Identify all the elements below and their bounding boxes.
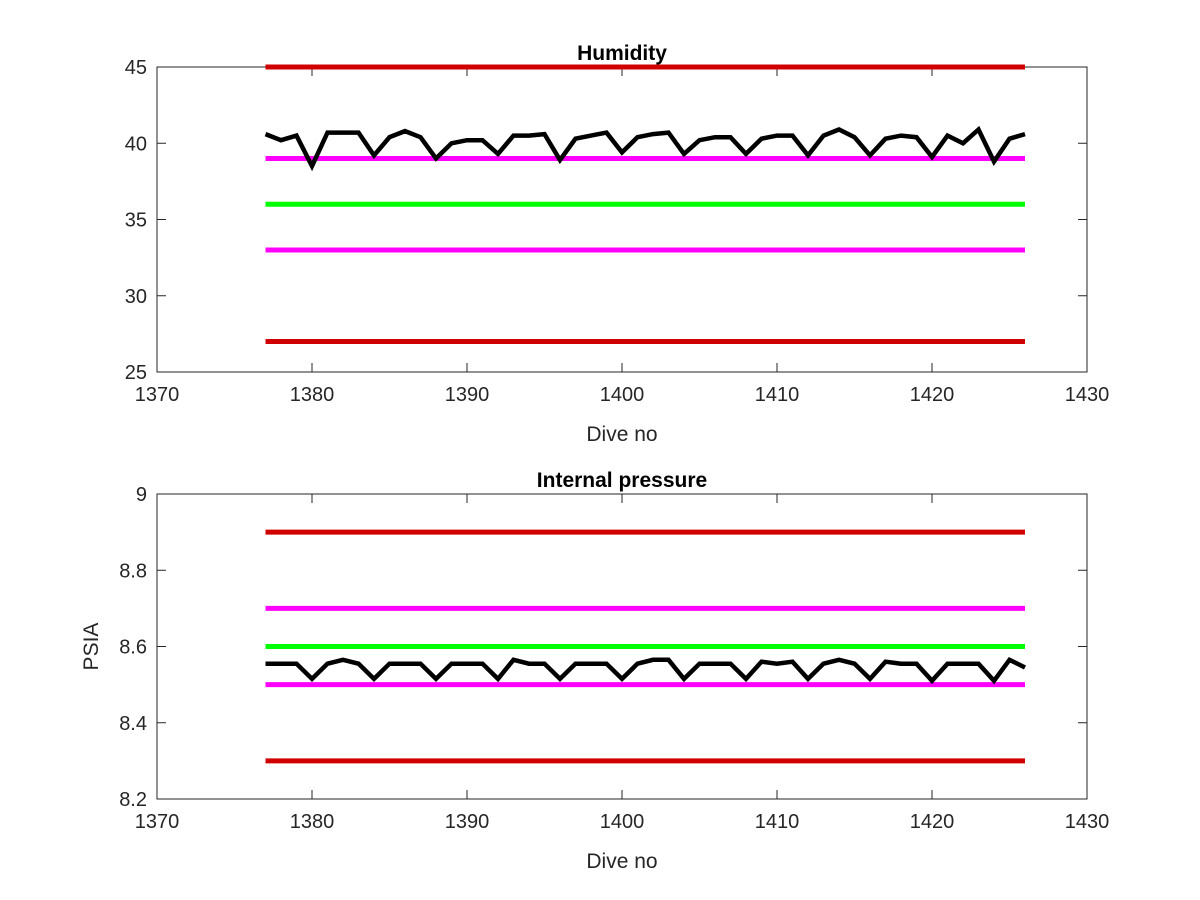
y-tick-label: 45 [125, 57, 147, 79]
x-tick-label: 1370 [135, 811, 180, 833]
y-tick-label: 40 [125, 133, 147, 155]
y-tick-label: 8.4 [119, 713, 147, 735]
x-tick-label: 1420 [910, 384, 955, 406]
y-tick-label: 30 [125, 286, 147, 308]
x-tick-label: 1390 [445, 811, 490, 833]
y-tick-label: 9 [136, 484, 147, 506]
humidity-axes: 1370 1380 1390 1400 1410 1420 1430 25 30 35 40 45 Hu… [125, 42, 1110, 446]
x-tick-label: 1430 [1065, 384, 1110, 406]
x-axis-label: Dive no [586, 423, 657, 446]
x-tick-label: 1410 [755, 384, 800, 406]
x-tick-label: 1390 [445, 384, 490, 406]
x-tick-label: 1410 [755, 811, 800, 833]
y-axis-label: PSIA [80, 623, 103, 671]
x-tick-label: 1370 [135, 384, 180, 406]
y-tick-label: 8.8 [119, 560, 147, 582]
y-tick-label: 8.2 [119, 789, 147, 811]
data-series-line [264, 125, 1026, 172]
plot-title: Internal pressure [537, 469, 707, 492]
axes-box [156, 66, 1088, 373]
x-tick-label: 1420 [910, 811, 955, 833]
x-tick-label: 1380 [290, 384, 335, 406]
y-tick-label: 25 [125, 362, 147, 384]
y-tick-label: 8.6 [119, 637, 147, 659]
data-series-line [265, 656, 1027, 685]
internal-pressure-axes: 1370 1380 1390 1400 1410 1420 1430 8.2 8.4 8.6 8.8… [80, 469, 1109, 873]
plot-title: Humidity [577, 42, 667, 65]
y-tick-label: 35 [125, 210, 147, 232]
x-tick-label: 1380 [290, 811, 335, 833]
x-tick-label: 1400 [600, 811, 645, 833]
x-axis-label: Dive no [586, 850, 657, 873]
x-tick-label: 1400 [600, 384, 645, 406]
x-tick-label: 1430 [1065, 811, 1110, 833]
